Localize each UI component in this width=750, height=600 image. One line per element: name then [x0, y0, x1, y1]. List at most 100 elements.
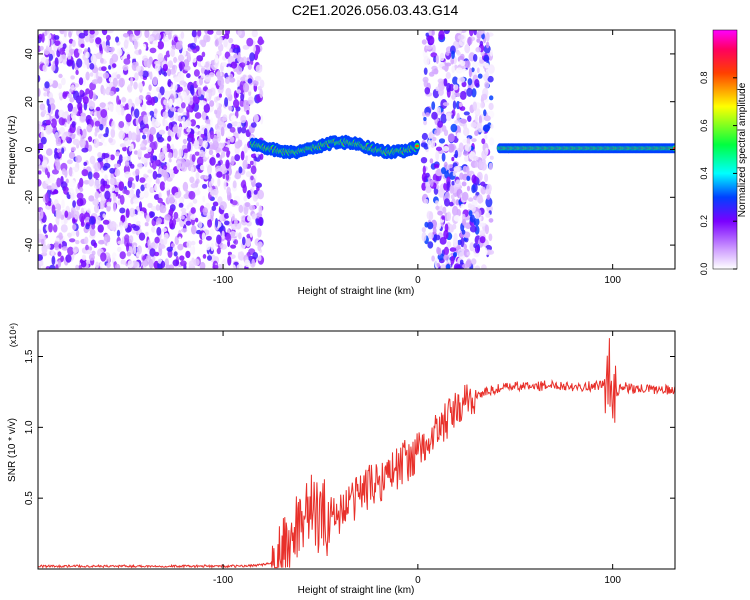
- heatmap-cell: [135, 168, 140, 176]
- heatmap-cell: [455, 179, 461, 188]
- heatmap-cell: [459, 106, 466, 111]
- heatmap-cell: [71, 121, 76, 128]
- heatmap-cell: [38, 88, 41, 97]
- heatmap-cell: [220, 142, 226, 147]
- heatmap-cell: [438, 30, 445, 40]
- heatmap-cell: [211, 144, 216, 150]
- heatmap-cell: [189, 246, 195, 255]
- heatmap-cell: [425, 186, 432, 194]
- heatmap-cell: [458, 142, 464, 153]
- heatmap-cell: [247, 154, 251, 164]
- heatmap-cell: [102, 213, 106, 219]
- heatmap-cell: [47, 38, 50, 48]
- heatmap-cell: [169, 98, 173, 106]
- heatmap-cell: [487, 75, 494, 83]
- heatmap-cell: [135, 117, 139, 126]
- heatmap-cell: [473, 54, 478, 62]
- heatmap-cell: [79, 89, 84, 95]
- heatmap-cell: [146, 182, 152, 190]
- heatmap-cell: [131, 36, 139, 42]
- heatmap-cell: [244, 202, 251, 208]
- heatmap-cell: [454, 150, 459, 159]
- heatmap-cell: [89, 72, 94, 77]
- heatmap-cell: [123, 58, 131, 65]
- heatmap-cell: [166, 246, 173, 252]
- heatmap-cell: [199, 261, 206, 269]
- heatmap-cell: [202, 254, 207, 259]
- heatmap-cell: [42, 64, 48, 72]
- heatmap-cell: [137, 162, 143, 170]
- heatmap-cell: [488, 102, 494, 111]
- heatmap-cell: [84, 57, 90, 66]
- heatmap-cell: [230, 155, 235, 166]
- heatmap-cell: [109, 46, 115, 53]
- heatmap-cell: [99, 200, 105, 210]
- heatmap-cell: [89, 63, 95, 70]
- heatmap-cell: [224, 212, 230, 219]
- heatmap-cell: [461, 181, 467, 187]
- heatmap-cell: [189, 42, 197, 51]
- heatmap-cell: [468, 67, 472, 78]
- heatmap-cell: [154, 183, 160, 192]
- heatmap-cell: [443, 78, 448, 87]
- heatmap-cell: [422, 76, 429, 83]
- heatmap-cell: [115, 104, 121, 111]
- heatmap-cell: [54, 241, 60, 251]
- heatmap-cell: [109, 90, 115, 97]
- heatmap-cell: [47, 201, 52, 207]
- heatmap-cell: [152, 40, 159, 48]
- heatmap-cell: [55, 137, 61, 145]
- heatmap-cell: [42, 109, 47, 115]
- heatmap-cell: [158, 152, 165, 161]
- heatmap-cell: [248, 118, 253, 126]
- heatmap-cell: [61, 134, 66, 141]
- heatmap-cell: [443, 246, 449, 256]
- heatmap-cell: [167, 135, 172, 142]
- heatmap-cell: [430, 139, 436, 149]
- heatmap-cell: [470, 122, 477, 128]
- heatmap-cell: [192, 48, 198, 54]
- heatmap-cell: [489, 95, 494, 101]
- heatmap-cell: [163, 90, 171, 100]
- heatmap-cell: [100, 57, 104, 64]
- heatmap-cell: [234, 154, 241, 162]
- snr-x-tick-label: 100: [604, 575, 621, 586]
- heatmap-cell: [45, 179, 51, 185]
- heatmap-cell: [421, 231, 427, 242]
- heatmap-cell: [223, 38, 228, 48]
- heatmap-cell: [458, 76, 466, 83]
- heatmap-cell: [227, 140, 231, 145]
- heatmap-cell: [151, 206, 157, 211]
- spectrogram-ticks: -100 0 100 -40 -20 0 20 40: [24, 30, 675, 286]
- heatmap-cell: [54, 40, 61, 46]
- heatmap-cell: [452, 76, 459, 85]
- heatmap-cell: [95, 71, 99, 80]
- heatmap-cell: [200, 60, 206, 67]
- heatmap-cell: [428, 71, 435, 77]
- heatmap-cell: [52, 224, 58, 233]
- heatmap-cell: [237, 30, 242, 36]
- heatmap-cell: [202, 183, 208, 189]
- heatmap-cell: [74, 167, 79, 173]
- heatmap-cell: [144, 30, 150, 38]
- heatmap-cell: [485, 71, 489, 79]
- heatmap-cell: [250, 165, 257, 175]
- heatmap-cell: [238, 204, 244, 213]
- heatmap-cell: [476, 38, 481, 43]
- heatmap-cell: [191, 225, 197, 235]
- heatmap-cell: [484, 173, 489, 183]
- heatmap-cell: [423, 198, 429, 204]
- heatmap-cell: [425, 45, 433, 50]
- heatmap-cell: [127, 98, 133, 107]
- heatmap-cell: [230, 264, 237, 269]
- heatmap-cell: [188, 190, 196, 200]
- heatmap-cell: [49, 173, 55, 184]
- heatmap-cell: [188, 202, 194, 208]
- heatmap-cell: [95, 261, 99, 269]
- heatmap-cell: [216, 247, 221, 255]
- heatmap-cell: [177, 72, 185, 82]
- heatmap-cell: [174, 36, 178, 43]
- heatmap-cell: [70, 193, 75, 201]
- heatmap-cell: [199, 39, 205, 45]
- heatmap-cell: [144, 222, 149, 227]
